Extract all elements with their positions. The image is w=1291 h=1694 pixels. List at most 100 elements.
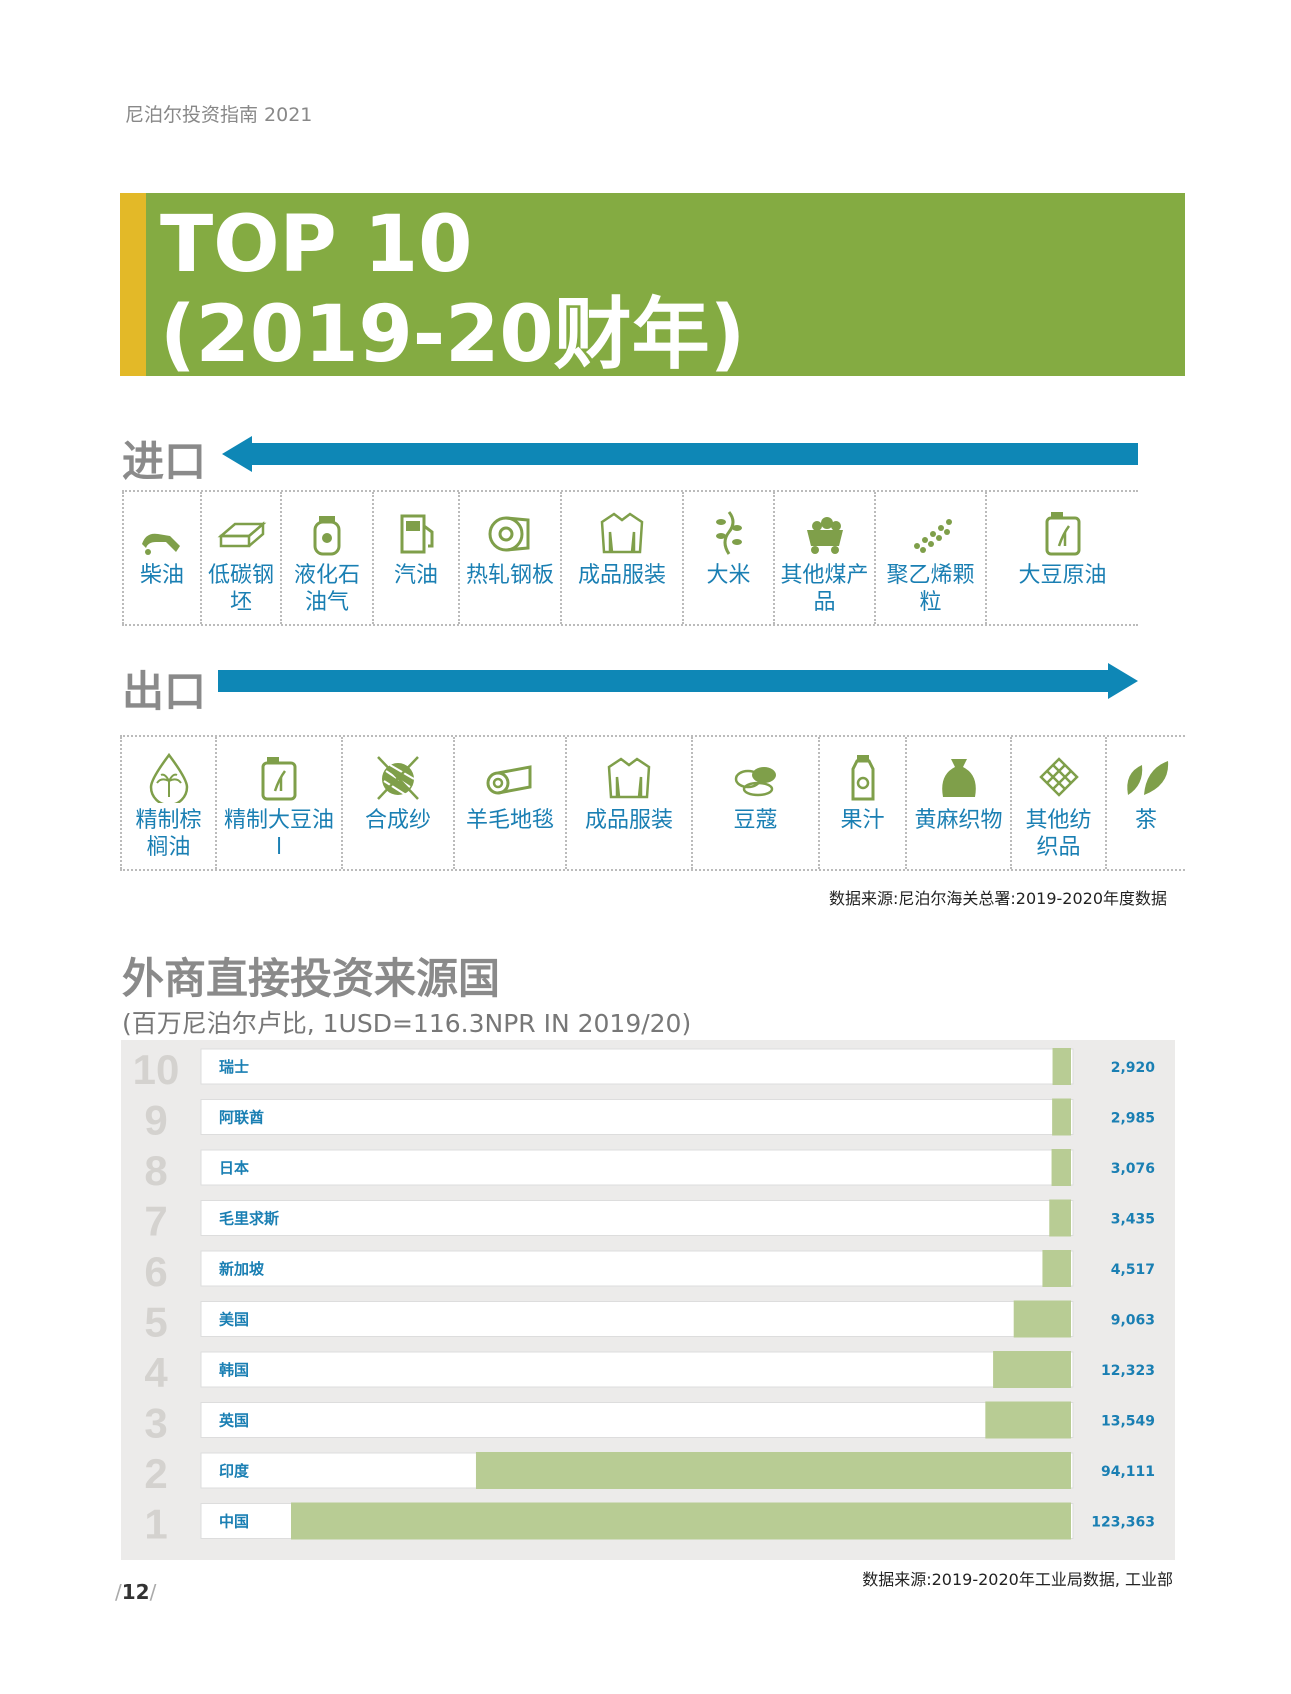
value-label: 2,920 (1111, 1060, 1156, 1076)
juice-bottle-icon (851, 755, 874, 801)
page-number-value: 12 (121, 1580, 150, 1604)
pellets-icon (913, 519, 952, 553)
product-label: 汽油 (393, 563, 438, 588)
exports-heading: 出口 (122, 667, 207, 716)
bar-track (200, 1149, 1074, 1186)
country-label: 阿联酋 (219, 1109, 264, 1127)
steel-billet-icon (217, 521, 267, 548)
country-label: 印度 (219, 1462, 250, 1480)
banner-title-line1: TOP 10 (160, 200, 473, 290)
fuel-nozzle-icon (142, 533, 180, 555)
product-item: 其他煤产品 (775, 492, 876, 624)
rank-number: 5 (144, 1299, 167, 1346)
oil-can-icon (1045, 512, 1080, 556)
bar-track (200, 1250, 1074, 1287)
country-label: 中国 (219, 1513, 249, 1531)
exports-arrow-bar (218, 670, 1108, 692)
product-label: 低碳钢坯 (207, 563, 274, 615)
gas-cylinder-icon (313, 516, 341, 556)
coal-cart-icon (806, 517, 843, 554)
product-label: 其他纺织品 (1025, 808, 1092, 860)
product-item: 精制大豆油l (217, 737, 343, 869)
oil-can-icon (261, 757, 297, 801)
bar-track (200, 1048, 1074, 1085)
value-label: 4,517 (1111, 1262, 1155, 1278)
rank-number: 1 (144, 1501, 167, 1548)
value-label: 13,549 (1101, 1414, 1155, 1430)
product-label: 茶 (1134, 808, 1157, 833)
product-label: 成品服装 (577, 563, 666, 588)
banner-title-line2: (2019-20财年) (160, 290, 746, 380)
yarn-ball-icon (377, 756, 419, 800)
value-label: 9,063 (1111, 1313, 1155, 1329)
product-item: 液化石油气 (282, 492, 374, 624)
product-label: 羊毛地毯 (465, 808, 554, 833)
fdi-bar (993, 1351, 1071, 1388)
product-item: 果汁 (820, 737, 907, 869)
rank-number: 6 (144, 1248, 167, 1295)
rank-number: 10 (133, 1046, 180, 1093)
bar-track (200, 1301, 1074, 1337)
country-label: 新加坡 (219, 1260, 264, 1278)
product-label: 果汁 (840, 808, 885, 833)
product-item: 大米 (684, 492, 775, 624)
value-label: 2,985 (1111, 1111, 1155, 1127)
product-label: 精制棕榈油 (135, 808, 202, 860)
product-label: 精制大豆油l (223, 808, 334, 860)
product-item: 低碳钢坯 (202, 492, 282, 624)
value-label: 3,435 (1111, 1212, 1155, 1228)
imports-arrow-head (222, 436, 252, 472)
product-item: 豆蔻 (693, 737, 820, 869)
bar-track (200, 1200, 1074, 1236)
steel-coil-icon (488, 516, 530, 552)
trade-source-note: 数据来源:尼泊尔海关总署:2019-2020年度数据 (829, 889, 1167, 908)
product-item: 成品服装 (567, 737, 693, 869)
product-item: 大豆原油 (987, 492, 1138, 624)
fdi-source-note: 数据来源:2019-2020年工业局数据, 工业部 (862, 1570, 1173, 1589)
product-item: 茶 (1107, 737, 1185, 869)
product-item: 聚乙烯颗粒 (876, 492, 987, 624)
product-label: 大豆原油 (1018, 563, 1107, 588)
textile-weave-icon (1038, 757, 1079, 797)
fdi-bar (1013, 1300, 1071, 1338)
product-label: 黄麻织物 (914, 808, 1003, 833)
exports-row: 精制棕榈油 精制大豆油l 合成纱 羊毛地毯 成品服装 豆蔻 果汁 黄麻织物 其他纺织品 茶 (120, 735, 1185, 871)
product-item: 黄麻织物 (907, 737, 1012, 869)
bar-track (200, 1402, 1074, 1438)
fdi-bar (1052, 1098, 1071, 1136)
country-label: 美国 (219, 1311, 249, 1329)
fdi-bar (1052, 1048, 1071, 1085)
fdi-bar (1042, 1250, 1071, 1287)
product-label: 聚乙烯颗粒 (886, 563, 975, 615)
product-label: 大米 (706, 563, 751, 588)
page-number: /12/ (115, 1580, 157, 1604)
fdi-bar (1051, 1149, 1071, 1186)
imports-row: 柴油 低碳钢坯 液化石油气 汽油 热轧钢板 成品服装 大米 其他煤产品 聚乙烯颗粒 大豆原油 (122, 490, 1138, 626)
country-label: 英国 (219, 1412, 249, 1430)
fdi-bar-chart: 10 瑞士 2,920 9 阿联酋 2,985 8 日本 3,076 7 毛里求斯 3,435 6 新加坡… (133, 1046, 1156, 1548)
cardamom-icon (734, 767, 776, 797)
product-item: 汽油 (374, 492, 460, 624)
value-label: 12,323 (1101, 1363, 1155, 1379)
fdi-title: 外商直接投资来源国 (122, 954, 501, 1003)
rice-icon (715, 511, 742, 555)
product-label: 其他煤产品 (780, 563, 869, 615)
rank-number: 8 (144, 1147, 167, 1194)
product-item: 柴油 (122, 492, 202, 624)
product-label: 成品服装 (584, 808, 673, 833)
sweater-icon (607, 757, 651, 799)
product-item: 合成纱 (343, 737, 455, 869)
product-item: 其他纺织品 (1012, 737, 1107, 869)
tea-leaf-icon (1127, 761, 1169, 795)
country-label: 毛里求斯 (219, 1210, 279, 1228)
product-item: 羊毛地毯 (455, 737, 567, 869)
rank-number: 9 (144, 1097, 167, 1144)
exports-arrow-head (1108, 663, 1138, 699)
rank-number: 2 (144, 1450, 167, 1497)
jute-sack-icon (941, 759, 976, 797)
fdi-bar (291, 1502, 1071, 1540)
carpet-roll-icon (486, 765, 532, 795)
palm-drop-icon (149, 752, 188, 803)
value-label: 94,111 (1101, 1464, 1155, 1480)
imports-heading: 进口 (122, 437, 207, 486)
